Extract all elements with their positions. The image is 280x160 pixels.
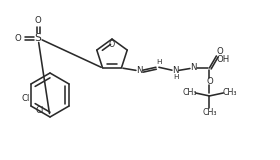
Text: Cl: Cl	[36, 105, 44, 115]
Text: N: N	[136, 66, 143, 76]
Text: O: O	[216, 48, 223, 56]
Text: CH₃: CH₃	[182, 88, 197, 97]
Text: CH₃: CH₃	[222, 88, 237, 97]
Text: H: H	[174, 74, 179, 80]
Text: H: H	[157, 59, 162, 65]
Text: N: N	[172, 66, 179, 76]
Text: Cl: Cl	[22, 93, 30, 103]
Text: OH: OH	[217, 56, 230, 64]
Text: S: S	[34, 33, 41, 43]
Text: O: O	[35, 16, 41, 24]
Text: N: N	[190, 64, 197, 72]
Text: O: O	[109, 40, 115, 48]
Text: O: O	[206, 77, 213, 86]
Text: CH₃: CH₃	[202, 108, 217, 117]
Text: O: O	[15, 33, 21, 43]
